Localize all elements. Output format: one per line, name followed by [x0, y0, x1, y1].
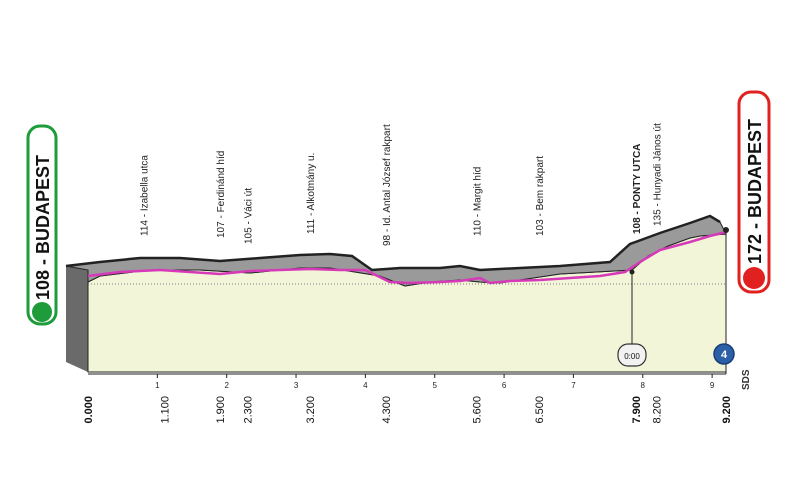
waypoint-label: 98 - Id. Antal József rakpart — [382, 124, 393, 246]
km-tick-label: 6 — [502, 381, 507, 390]
road-edge — [65, 214, 721, 272]
distance-label: 6.500 — [534, 396, 546, 424]
distance-label: 9.200 — [721, 396, 733, 424]
start-badge: 108 - BUDAPEST — [26, 124, 58, 326]
waypoint-label: 105 - Váci út — [244, 188, 255, 244]
distance-label: 5.600 — [471, 396, 483, 424]
distance-label: 2.300 — [243, 396, 255, 424]
distance-label: 8.200 — [652, 396, 664, 424]
timing-badge-text: 0:00 — [624, 352, 640, 361]
left-wall — [66, 266, 88, 372]
km-tick-label: 5 — [433, 381, 438, 390]
waypoint-label: 103 - Bem rakpart — [535, 156, 546, 236]
waypoint-label: 135 - Hunyadi János út — [653, 123, 664, 226]
sprint-badge-text: 4 — [721, 349, 728, 361]
finish-marker — [723, 227, 729, 233]
distance-label: 4.300 — [381, 396, 393, 424]
waypoint-label: 107 - Ferdinánd híd — [216, 151, 227, 238]
waypoint-label: 114 - Izabella utca — [139, 155, 150, 236]
timing-dot — [629, 269, 635, 275]
km-ticks: 1 2 3 4 5 6 7 8 9 — [155, 374, 715, 390]
km-tick-label: 3 — [294, 381, 299, 390]
distance-labels: 0.000 1.100 1.900 2.300 3.200 4.300 5.600 6.500… — [83, 396, 733, 424]
km-tick-label: 2 — [224, 381, 229, 390]
waypoint-label: 110 - Margit híd — [472, 167, 483, 236]
start-bike-icon — [32, 302, 52, 322]
start-town-label: 108 - BUDAPEST — [33, 155, 53, 300]
distance-label: 3.200 — [305, 396, 317, 424]
km-tick-label: 4 — [363, 381, 368, 390]
finish-bike-icon — [743, 267, 765, 289]
km-tick-label: 8 — [641, 381, 646, 390]
distance-label: 1.900 — [215, 396, 227, 424]
km-tick-label: 7 — [571, 381, 576, 390]
km-tick-label: 1 — [155, 381, 160, 390]
sprint-badge: 4 — [713, 343, 735, 365]
timing-badge: 0:00 — [617, 343, 647, 367]
finish-badge: 172 - BUDAPEST — [737, 90, 771, 294]
finish-town-label: 172 - BUDAPEST — [745, 119, 765, 264]
waypoint-label: 111 - Alkotmány u. — [306, 153, 317, 234]
distance-label: 0.000 — [83, 396, 95, 424]
distance-label: 7.900 — [631, 396, 643, 424]
waypoint-label: 108 - PONTY UTCA — [632, 144, 643, 234]
distance-label: 1.100 — [159, 396, 171, 424]
km-tick-label: 9 — [710, 381, 715, 390]
waypoint-labels: 114 - Izabella utca 107 - Ferdinánd híd 10… — [139, 123, 663, 246]
sponsor-label: SDS — [741, 369, 752, 390]
route-line — [87, 230, 727, 285]
